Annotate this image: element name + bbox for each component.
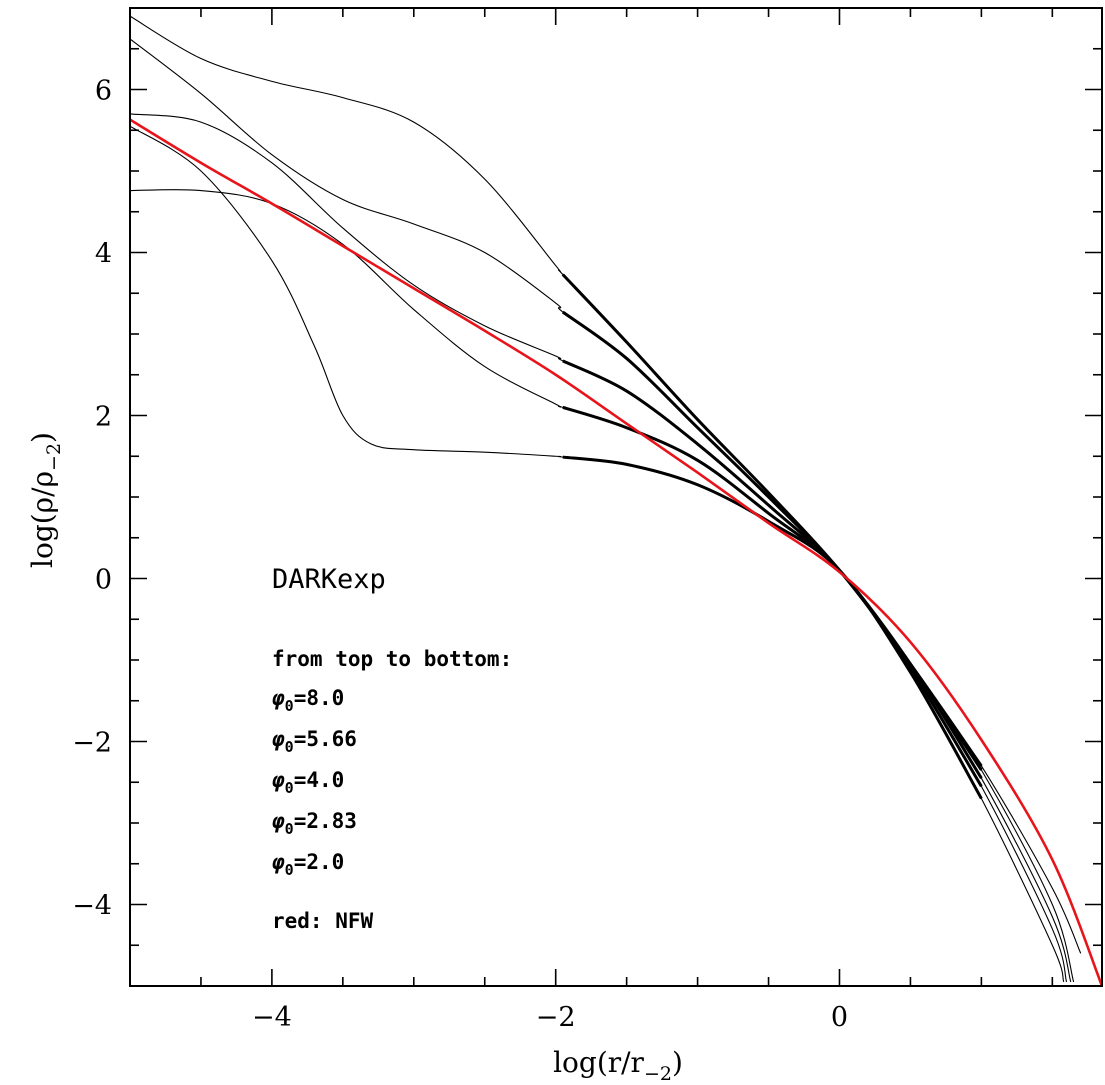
x-axis-title: log(r/r−2) [553,1046,683,1085]
phi-label-3: φ0=4.0 [271,768,344,797]
order-note: from top to bottom: [272,647,512,671]
darkexp-fit-segment-3 [562,359,983,779]
phi-label-2: φ0=5.66 [271,727,357,756]
phi-label-1: φ0=8.0 [271,686,344,715]
phi-label-5: φ0=2.0 [271,850,344,879]
x-tick-label: −2 [536,1002,576,1033]
y-tick-label: −4 [72,891,112,922]
y-tick-label: 4 [95,239,112,270]
darkexp-curve-2 [130,38,1075,983]
darkexp-fit-segment-4 [562,405,983,788]
y-tick-label: −2 [72,728,112,759]
x-tick-label: 0 [831,1002,848,1033]
darkexp-curve-4 [130,189,1068,983]
x-tick-label: −4 [252,1002,292,1033]
axis-ticks [129,7,1102,987]
y-tick-label: 2 [95,402,112,433]
phi-label-4: φ0=2.83 [271,809,357,838]
y-axis-title: log(ρ/ρ−2) [26,432,65,568]
y-tick-label: 0 [95,565,112,596]
nfw-note: red: NFW [272,909,374,933]
annotation-block: DARKexp from top to bottom: φ0=8.0 φ0=5.… [271,564,512,933]
darkexp-curve-5 [130,125,1065,983]
darkexp-fit-segment-2 [561,310,983,771]
tick-labels: −4 −2 0 −4 −2 0 2 4 6 [72,76,848,1034]
darkexp-fit-segment-1 [561,273,983,767]
y-tick-label: 6 [95,76,112,107]
plot-frame [129,7,1103,987]
nfw-curve [130,118,1102,986]
model-label: DARKexp [272,564,386,595]
series-layer [130,15,1102,986]
darkexp-fit-segment-5 [562,455,983,800]
